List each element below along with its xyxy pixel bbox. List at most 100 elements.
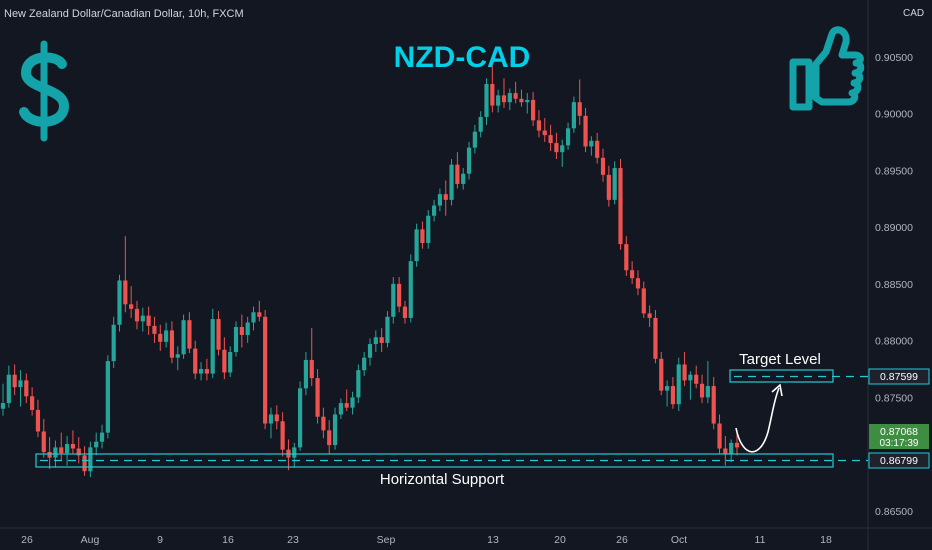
- candle-body-bull: [164, 330, 169, 342]
- candle-body-bear: [134, 308, 140, 322]
- price-tick-label: 0.89000: [875, 222, 913, 234]
- thumbs-up-icon: [789, 26, 865, 111]
- candle-body-bear: [280, 421, 285, 450]
- candle-body-bull: [18, 380, 23, 388]
- chart-title: NZD-CAD: [394, 41, 531, 74]
- candle-body-bear: [583, 115, 588, 147]
- price-tick-label: 0.90500: [875, 52, 913, 64]
- support-price-text: 0.86799: [880, 455, 918, 467]
- candles-group: [0, 64, 740, 477]
- candle-body-bull: [53, 447, 58, 458]
- candle-body-bear: [734, 442, 740, 448]
- candle-body-bull: [612, 168, 617, 200]
- candle-body-bear: [630, 270, 635, 279]
- candle-body-bear: [653, 317, 658, 359]
- candle-body-bear: [321, 416, 326, 431]
- candle-body-bear: [641, 288, 646, 314]
- candle-body-bear: [513, 93, 518, 99]
- candle-body-bull: [181, 320, 186, 355]
- candle-body-bull: [391, 283, 396, 317]
- time-tick-label: Oct: [671, 534, 687, 546]
- candle-body-bear: [315, 378, 320, 417]
- candle-body-bear: [193, 348, 198, 374]
- time-tick-label: Sep: [377, 534, 396, 546]
- candle-body-bear: [397, 283, 402, 307]
- candle-body-bull: [292, 447, 297, 458]
- countdown-text: 03:17:39: [880, 438, 919, 449]
- candle-body-bear: [699, 383, 705, 398]
- candle-body-bear: [600, 157, 606, 175]
- candle-body-bear: [327, 430, 332, 446]
- price-axis[interactable]: 0.90500 0.90000 0.89500 0.89000 0.88500 0.880…: [875, 52, 913, 518]
- candle-body-bear: [169, 330, 175, 358]
- candle-body-bull: [688, 374, 693, 381]
- time-tick-label: 13: [487, 534, 499, 546]
- candle-body-bull: [6, 374, 11, 404]
- candle-body-bear: [606, 174, 611, 200]
- candle-body-bear: [659, 358, 664, 391]
- symbol-description: New Zealand Dollar/Canadian Dollar, 10h,…: [4, 8, 244, 20]
- candle-body-bear: [723, 448, 728, 455]
- time-tick-label: 26: [616, 534, 628, 546]
- candle-body-bear: [24, 380, 29, 397]
- target-price-text: 0.87599: [880, 371, 918, 383]
- time-tick-label: 20: [554, 534, 566, 546]
- candle-body-bear: [531, 99, 536, 121]
- candle-body-bear: [455, 164, 460, 184]
- candle-body-bull: [472, 131, 477, 148]
- candle-body-bear: [129, 304, 134, 309]
- candle-body-bull: [676, 364, 681, 405]
- candle-body-bull: [705, 386, 710, 398]
- candle-body-bear: [158, 333, 163, 342]
- candle-body-bear: [187, 320, 192, 349]
- candle-body-bear: [711, 386, 716, 424]
- candle-body-bear: [222, 349, 227, 373]
- price-tick-label: 0.87500: [875, 392, 913, 404]
- candle-body-bull: [245, 322, 250, 335]
- candle-body-bull: [64, 443, 70, 454]
- candle-body-bear: [717, 423, 722, 449]
- candle-body-bull: [431, 205, 437, 216]
- candle-body-bear: [501, 95, 507, 103]
- candle-body-bear: [635, 278, 641, 289]
- candle-body-bull: [571, 102, 576, 129]
- candle-body-bull: [117, 280, 122, 325]
- candle-body-bull: [385, 316, 390, 343]
- candle-body-bear: [519, 98, 524, 103]
- candle-body-bear: [239, 327, 244, 335]
- candle-body-bear: [257, 312, 262, 317]
- candle-body-bull: [589, 140, 594, 147]
- projection-arrowhead: [771, 383, 783, 397]
- time-tick-label: 26: [21, 534, 33, 546]
- candle-body-bull: [94, 441, 99, 448]
- candle-body-bull: [525, 99, 530, 103]
- candle-body-bull: [350, 397, 355, 408]
- candle-body-bear: [47, 451, 52, 458]
- current-price-tag: [869, 424, 929, 449]
- candle-body-bull: [414, 229, 419, 262]
- candle-body-bear: [682, 364, 687, 381]
- candle-body-bear: [152, 325, 157, 334]
- candle-body-bull: [88, 447, 93, 472]
- time-tick-label: 16: [222, 534, 234, 546]
- candle-body-bull: [408, 261, 413, 318]
- candle-body-bull: [303, 359, 309, 389]
- candle-body-bull: [228, 352, 233, 373]
- candle-body-bear: [402, 306, 408, 318]
- candle-body-bull: [332, 414, 338, 446]
- candle-body-bull: [0, 403, 6, 409]
- time-axis[interactable]: 26 Aug 9 16 23 Sep 13 20 26 Oct 11 18: [21, 534, 832, 546]
- support-label: Horizontal Support: [380, 471, 505, 488]
- candle-body-bull: [729, 442, 734, 455]
- price-tick-label: 0.90000: [875, 109, 913, 121]
- candle-body-bear: [309, 359, 314, 379]
- candle-body-bull: [251, 312, 256, 323]
- candle-body-bull: [484, 84, 489, 117]
- candle-body-bull: [198, 369, 204, 374]
- time-tick-label: 9: [157, 534, 163, 546]
- candle-body-bear: [70, 443, 76, 449]
- candle-body-bear: [263, 316, 268, 424]
